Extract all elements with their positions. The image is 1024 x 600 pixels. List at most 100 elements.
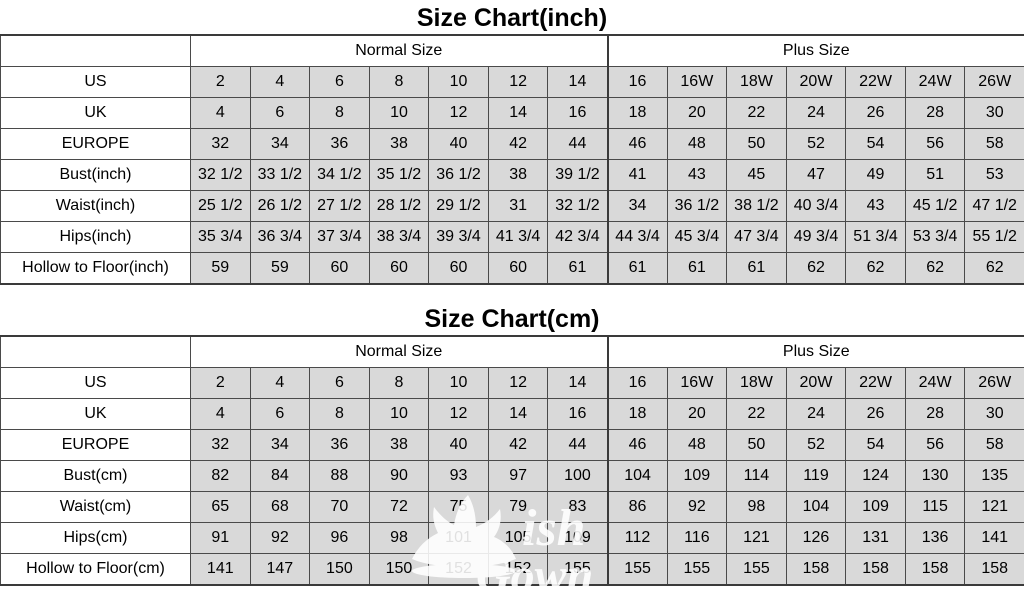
table-cell: 12 — [428, 398, 489, 430]
size-chart-table: Normal Size Plus Size US 2 4 6 8 10 12 14 16 16W 18W… — [0, 34, 1024, 285]
table-cell: 40 3/4 — [785, 190, 847, 222]
row-label: Hips(cm) — [0, 522, 191, 554]
size-chart-block: Size Chart(cm) Normal Size Plus Size US 2 4 6 8… — [0, 301, 1024, 586]
table-row: Bust(inch) 32 1/2 33 1/2 34 1/2 35 1/2 36 1/2… — [0, 159, 1024, 191]
table-cell: 16 — [547, 97, 609, 129]
row-label: Hips(inch) — [0, 221, 191, 253]
table-cell: 16W — [666, 367, 728, 399]
table-cell: 90 — [368, 460, 430, 492]
table-cell: 116 — [666, 522, 728, 554]
table-cell: 12 — [487, 66, 549, 98]
table-cell: 152 — [487, 553, 549, 586]
table-cell: 42 — [487, 429, 549, 461]
table-cell: 54 — [845, 128, 906, 160]
table-cell: 92 — [249, 522, 311, 554]
table-cell: 10 — [428, 66, 489, 98]
table-cell: 22 — [726, 398, 787, 430]
table-cell: 24W — [904, 367, 966, 399]
table-cell: 60 — [368, 252, 430, 285]
size-chart-block: Size Chart(inch) Normal Size Plus Size US 2 4… — [0, 0, 1024, 285]
table-cell: 10 — [368, 398, 430, 430]
table-row: Waist(inch) 25 1/2 26 1/2 27 1/2 28 1/2 29 1/… — [0, 190, 1024, 222]
table-row: Hollow to Floor(cm) 141 147 150 150 152 152 155… — [0, 553, 1024, 586]
table-cell: 16 — [606, 367, 668, 399]
table-cell: 59 — [190, 252, 251, 285]
table-cell: 25 1/2 — [190, 190, 251, 222]
table-cell: 79 — [487, 491, 549, 523]
table-cell: 158 — [785, 553, 847, 586]
table-cell: 22W — [845, 66, 906, 98]
table-cell: 112 — [606, 522, 668, 554]
table-cell: 62 — [904, 252, 966, 285]
row-label: EUROPE — [0, 429, 191, 461]
table-cell: 93 — [428, 460, 489, 492]
row-label: EUROPE — [0, 128, 191, 160]
table-cell: 155 — [606, 553, 668, 586]
table-cell: 135 — [964, 460, 1024, 492]
table-cell: 88 — [309, 460, 370, 492]
table-cell: 26 — [845, 97, 906, 129]
table-cell: 109 — [666, 460, 728, 492]
table-cell: 45 — [726, 159, 787, 191]
table-cell: 42 3/4 — [547, 221, 609, 253]
table-cell: 45 3/4 — [666, 221, 728, 253]
table-cell: 61 — [547, 252, 609, 285]
table-cell: 47 1/2 — [964, 190, 1024, 222]
table-cell: 38 — [368, 128, 430, 160]
table-cell: 55 1/2 — [964, 221, 1024, 253]
table-cell: 84 — [249, 460, 311, 492]
corner-blank-cell — [0, 335, 191, 368]
table-cell: 61 — [606, 252, 668, 285]
table-cell: 28 — [904, 398, 966, 430]
table-row: EUROPE 32 34 36 38 40 42 44 46 48 50 52 54 56 58 — [0, 429, 1024, 461]
table-cell: 40 — [428, 128, 489, 160]
table-cell: 68 — [249, 491, 311, 523]
table-cell: 49 — [845, 159, 906, 191]
table-cell: 130 — [904, 460, 966, 492]
table-cell: 54 — [845, 429, 906, 461]
table-cell: 39 3/4 — [428, 221, 489, 253]
table-cell: 44 — [547, 429, 609, 461]
row-label: Waist(inch) — [0, 190, 191, 222]
table-cell: 4 — [249, 66, 311, 98]
row-label: US — [0, 367, 191, 399]
table-cell: 152 — [428, 553, 489, 586]
table-cell: 158 — [904, 553, 966, 586]
table-cell: 124 — [845, 460, 906, 492]
table-cell: 60 — [309, 252, 370, 285]
table-row: UK 4 6 8 10 12 14 16 18 20 22 24 26 28 30 — [0, 97, 1024, 129]
table-cell: 10 — [428, 367, 489, 399]
row-label: Waist(cm) — [0, 491, 191, 523]
table-cell: 48 — [666, 128, 728, 160]
table-cell: 36 1/2 — [428, 159, 489, 191]
table-cell: 58 — [964, 429, 1024, 461]
group-header-plus: Plus Size — [606, 335, 1024, 368]
table-cell: 70 — [309, 491, 370, 523]
table-cell: 16 — [547, 398, 609, 430]
table-cell: 48 — [666, 429, 728, 461]
table-cell: 91 — [190, 522, 251, 554]
group-header-row: Normal Size Plus Size — [0, 335, 1024, 368]
table-cell: 12 — [428, 97, 489, 129]
table-cell: 51 — [904, 159, 966, 191]
table-cell: 150 — [309, 553, 370, 586]
table-cell: 126 — [785, 522, 847, 554]
table-cell: 24 — [785, 97, 847, 129]
table-cell: 158 — [964, 553, 1024, 586]
table-cell: 8 — [309, 97, 370, 129]
table-cell: 100 — [547, 460, 609, 492]
table-cell: 61 — [726, 252, 787, 285]
table-cell: 50 — [726, 128, 787, 160]
table-cell: 147 — [249, 553, 311, 586]
table-cell: 61 — [666, 252, 728, 285]
table-cell: 44 3/4 — [606, 221, 668, 253]
table-cell: 104 — [785, 491, 847, 523]
group-header-row: Normal Size Plus Size — [0, 34, 1024, 67]
table-cell: 38 1/2 — [726, 190, 787, 222]
table-cell: 29 1/2 — [428, 190, 489, 222]
table-cell: 155 — [726, 553, 787, 586]
table-cell: 34 1/2 — [309, 159, 370, 191]
table-cell: 14 — [547, 66, 609, 98]
table-cell: 12 — [487, 367, 549, 399]
table-cell: 2 — [190, 367, 251, 399]
